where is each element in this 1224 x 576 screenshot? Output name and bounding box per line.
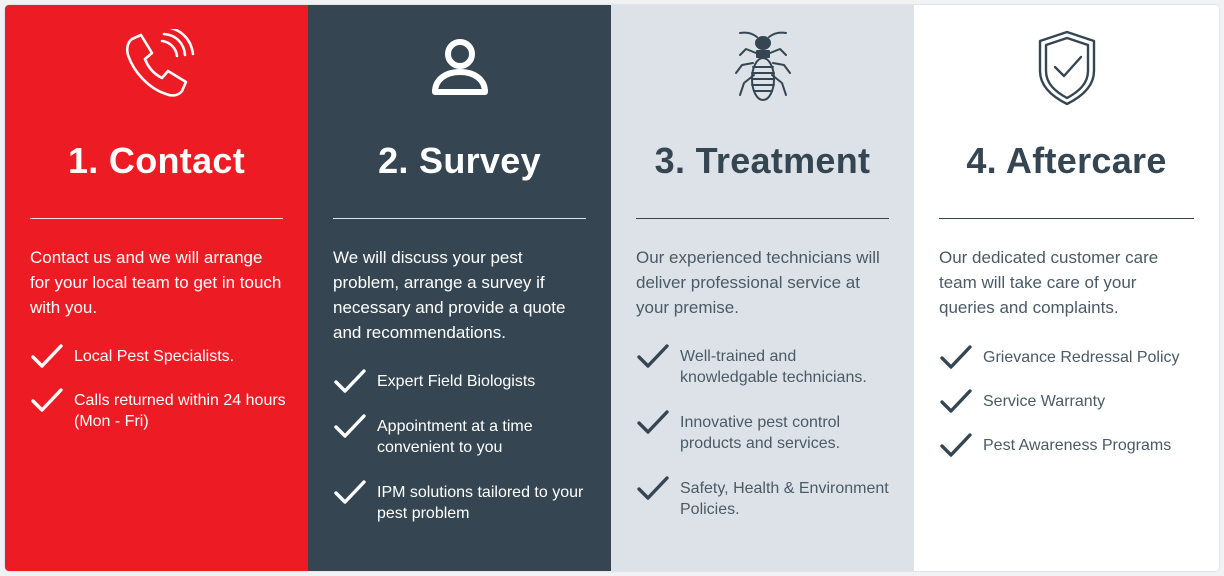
checkmark-icon xyxy=(940,345,972,369)
checkmark-icon xyxy=(637,410,669,434)
list-item: Safety, Health & Environment Policies. xyxy=(636,476,894,520)
step-title: 1. Contact xyxy=(67,140,246,181)
step-aftercare: 4. Aftercare Our dedicated customer care… xyxy=(914,5,1219,571)
list-item: Pest Awareness Programs xyxy=(939,433,1199,457)
shield-check-icon xyxy=(914,29,1219,107)
list-item: Well-trained and knowledgable technician… xyxy=(636,344,894,388)
list-item: Local Pest Specialists. xyxy=(30,344,288,368)
list-item: Calls returned within 24 hours (Mon - Fr… xyxy=(30,388,288,432)
point-label: IPM solutions tailored to your pest prob… xyxy=(377,484,584,522)
step-points: Local Pest Specialists. Calls returned w… xyxy=(30,344,288,455)
list-item: Expert Field Biologists xyxy=(333,369,591,393)
point-label: Expert Field Biologists xyxy=(377,373,536,390)
point-label: Service Warranty xyxy=(983,393,1106,410)
point-label: Calls returned within 24 hours (Mon - Fr… xyxy=(74,392,286,430)
termite-icon xyxy=(611,29,914,107)
divider xyxy=(333,218,586,219)
step-survey: 2. Survey We will discuss your pest prob… xyxy=(308,5,611,571)
checkmark-icon xyxy=(31,388,63,412)
point-label: Well-trained and knowledgable technician… xyxy=(680,348,867,386)
list-item: Service Warranty xyxy=(939,389,1199,413)
checkmark-icon xyxy=(31,344,63,368)
list-item: IPM solutions tailored to your pest prob… xyxy=(333,480,591,524)
user-icon xyxy=(308,29,611,107)
checkmark-icon xyxy=(637,476,669,500)
checkmark-icon xyxy=(940,433,972,457)
step-points: Well-trained and knowledgable technician… xyxy=(636,344,894,544)
step-title: 3. Treatment xyxy=(654,140,871,181)
divider xyxy=(636,218,889,219)
step-contact: 1. Contact Contact us and we will arrang… xyxy=(5,5,308,571)
step-title: 4. Aftercare xyxy=(966,140,1167,181)
checkmark-icon xyxy=(334,414,366,438)
step-title: 2. Survey xyxy=(378,140,541,181)
point-label: Grievance Redressal Policy xyxy=(983,349,1180,366)
list-item: Grievance Redressal Policy xyxy=(939,345,1199,369)
step-points: Expert Field Biologists Appointment at a… xyxy=(333,369,591,548)
step-description: Our experienced technicians will deliver… xyxy=(636,248,880,317)
list-item: Appointment at a time convenient to you xyxy=(333,414,591,458)
checkmark-icon xyxy=(637,344,669,368)
checkmark-icon xyxy=(334,480,366,504)
checkmark-icon xyxy=(334,369,366,393)
divider xyxy=(30,218,283,219)
step-treatment: 3. Treatment Our experienced technicians… xyxy=(611,5,914,571)
process-steps: 1. Contact Contact us and we will arrang… xyxy=(5,5,1219,571)
step-points: Grievance Redressal Policy Service Warra… xyxy=(939,345,1199,479)
step-description: Our dedicated customer care team will ta… xyxy=(939,248,1159,317)
step-description: Contact us and we will arrange for your … xyxy=(30,248,282,317)
point-label: Safety, Health & Environment Policies. xyxy=(680,480,889,518)
divider xyxy=(939,218,1194,219)
list-item: Innovative pest control products and ser… xyxy=(636,410,894,454)
point-label: Appointment at a time convenient to you xyxy=(377,418,533,456)
checkmark-icon xyxy=(940,389,972,413)
step-description: We will discuss your pest problem, arran… xyxy=(333,248,566,342)
phone-icon xyxy=(5,29,308,107)
point-label: Pest Awareness Programs xyxy=(983,437,1172,454)
point-label: Innovative pest control products and ser… xyxy=(680,414,841,452)
point-label: Local Pest Specialists. xyxy=(74,348,235,365)
